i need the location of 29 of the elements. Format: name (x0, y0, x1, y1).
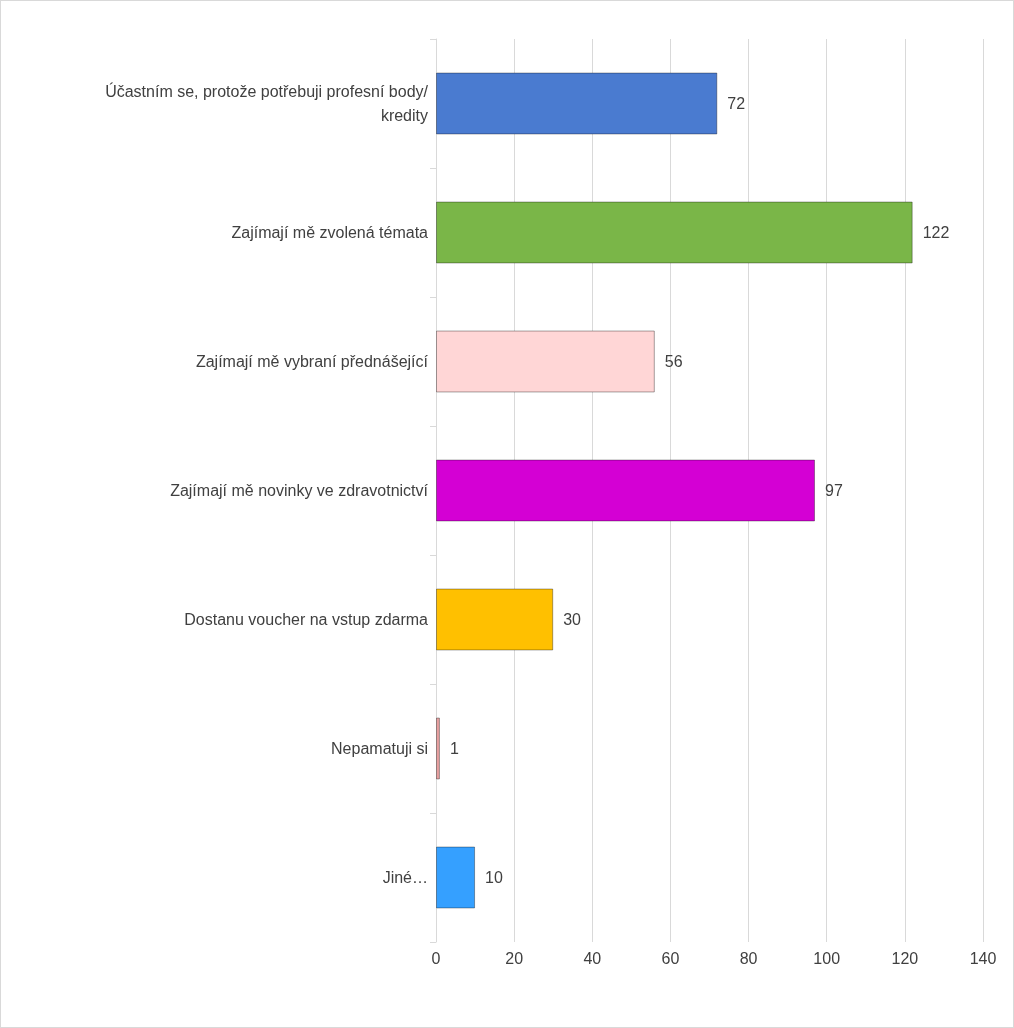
bar (436, 588, 554, 651)
data-label: 56 (664, 353, 683, 370)
bar (436, 330, 655, 393)
y-tick-label: Jiné… (382, 869, 428, 886)
bar (436, 201, 913, 264)
x-tick-label: 60 (661, 949, 680, 967)
data-label: 72 (727, 95, 746, 112)
data-label: 122 (922, 224, 950, 241)
x-tick-label: 40 (583, 949, 602, 967)
x-tick-label: 100 (813, 949, 841, 967)
data-label: 10 (485, 869, 503, 886)
data-label: 30 (563, 611, 582, 628)
data-label: 97 (824, 482, 843, 499)
bar (436, 846, 476, 909)
data-label: 1 (449, 740, 459, 757)
bar (436, 72, 718, 135)
y-tick-label: Dostanu voucher na vstup zdarma (184, 611, 429, 628)
x-tick-label: 80 (739, 949, 758, 967)
bar (436, 717, 440, 780)
y-tick-label: Nepamatuji si (331, 740, 428, 757)
x-tick-label: 140 (969, 949, 997, 967)
y-tick-label: Zajímají mě novinky ve zdravotnictví (170, 482, 429, 499)
x-tick-label: 0 (431, 949, 441, 967)
x-tick-label: 20 (505, 949, 524, 967)
y-tick-label: Zajímají mě zvolená témata (231, 224, 429, 241)
bar (436, 459, 815, 522)
y-tick-label: Účastním se, protože potřebuji profesní body/kredity (105, 82, 429, 124)
y-tick-label: Zajímají mě vybraní přednášející (195, 353, 429, 370)
x-tick-label: 120 (891, 949, 919, 967)
